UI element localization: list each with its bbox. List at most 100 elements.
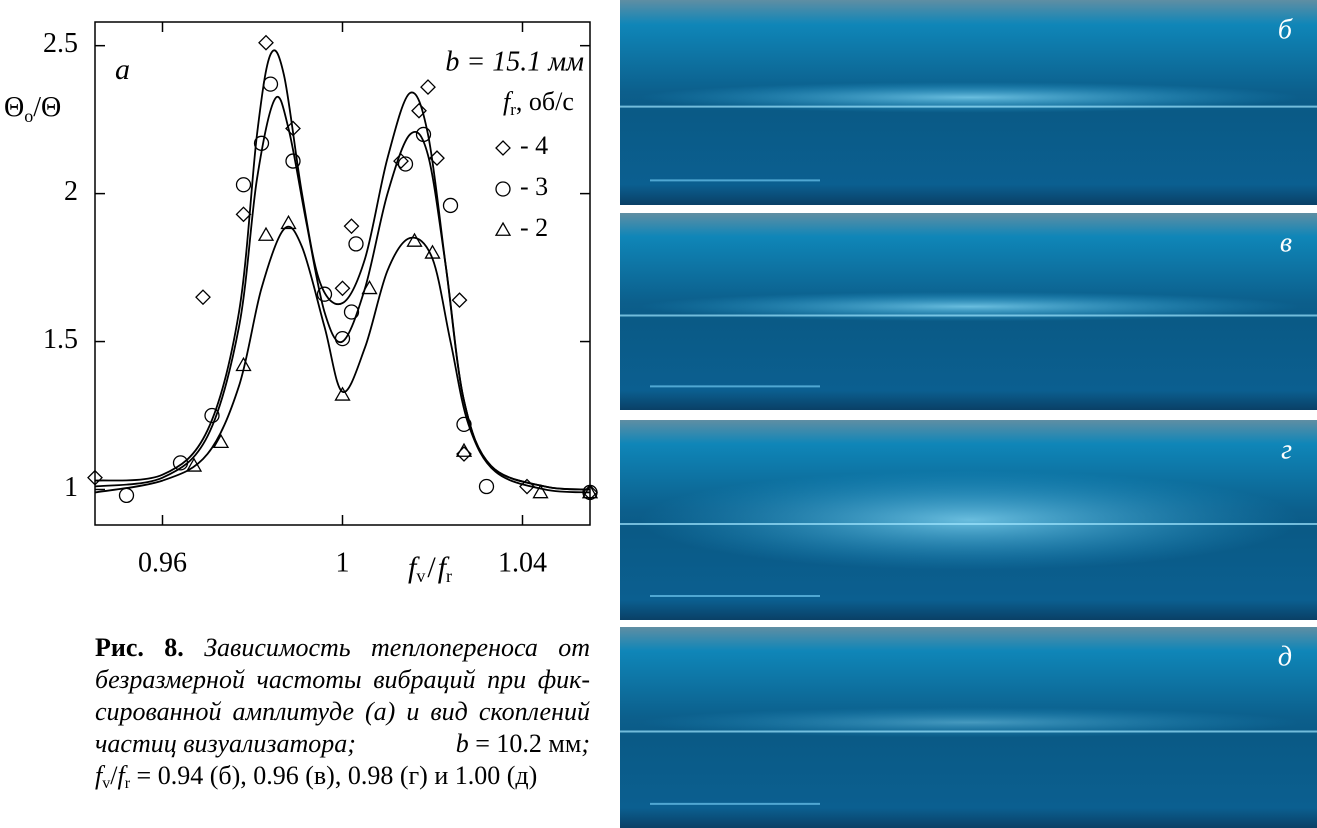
legend-marker	[495, 140, 511, 156]
caption-text: сированной амплитуде (а) и вид скоплений	[95, 697, 590, 726]
data-point	[316, 286, 333, 302]
data-point	[285, 153, 301, 169]
data-point	[424, 244, 441, 259]
fit-curve	[94, 96, 591, 491]
f1: f	[95, 761, 103, 790]
photo-label: б	[1278, 14, 1293, 45]
data-point	[348, 236, 364, 252]
particle-layer	[640, 470, 1300, 570]
y-tick-label: 2.5	[43, 28, 78, 59]
caption-line: безразмерной частоты вибраций при фик-	[95, 664, 590, 696]
data-point	[456, 446, 472, 462]
data-point	[87, 469, 103, 486]
legend-label: - 3	[520, 172, 548, 201]
y-tick-label: 1	[64, 472, 78, 503]
data-point	[393, 153, 409, 169]
data-point	[411, 102, 427, 119]
caption-line: Рис. 8. Зависимость теплопереноса от	[95, 632, 590, 664]
data-point	[334, 330, 351, 347]
data-point	[195, 289, 211, 306]
particle-layer	[640, 291, 1300, 322]
data-point	[185, 457, 203, 472]
y-label-main: Θ	[4, 92, 24, 123]
x-axis-label: fv/fr	[408, 551, 452, 586]
data-point	[253, 135, 270, 151]
y-tick-label: 1.5	[43, 324, 78, 355]
data-point	[172, 455, 189, 471]
annotation: b = 15.1 мм	[445, 46, 584, 77]
panel-label: a	[115, 53, 130, 86]
particle-layer	[640, 82, 1300, 113]
data-point	[235, 356, 252, 372]
caption-b: b = 10.2 мм;	[456, 728, 590, 760]
data-point	[343, 304, 360, 320]
caption: Рис. 8. Зависимость теплопереноса от без…	[95, 632, 590, 800]
data-point	[519, 478, 535, 495]
x-label-sub2: r	[446, 566, 452, 586]
legend-marker	[494, 221, 512, 236]
data-point	[456, 416, 472, 433]
data-point	[118, 487, 135, 504]
y-axis-label: Θo/Θ	[4, 92, 61, 126]
data-point	[397, 156, 414, 172]
caption-line: частиц визуализатора; b = 10.2 мм;	[95, 728, 590, 760]
data-point	[406, 232, 423, 247]
data-point	[280, 214, 297, 230]
caption-values: = 0.94 (б), 0.96 (в), 0.98 (г) и 1.00 (д…	[136, 761, 538, 790]
data-point	[334, 280, 351, 297]
legend-marker	[495, 181, 511, 197]
y-label-sub: o	[24, 106, 33, 126]
y-tick-label: 2	[64, 176, 78, 207]
data-point	[285, 120, 301, 137]
slash: /	[110, 761, 118, 790]
x-tick-label: 0.96	[138, 547, 187, 578]
caption-line: fv/fr = 0.94 (б), 0.96 (в), 0.98 (г) и 1…	[95, 760, 590, 800]
data-point	[420, 79, 436, 96]
data-point	[235, 177, 252, 193]
data-point	[581, 484, 599, 499]
data-point	[258, 34, 274, 51]
b-symbol: b	[455, 729, 469, 758]
data-point	[455, 442, 473, 457]
data-point	[361, 279, 378, 295]
data-point	[429, 150, 445, 167]
photo-label: г	[1281, 434, 1292, 465]
data-point	[235, 206, 252, 223]
photo-label: в	[1280, 227, 1292, 258]
figure-number: Рис. 8.	[95, 633, 184, 662]
caption-line: сированной амплитуде (а) и вид скоплений	[95, 696, 590, 728]
sub1: v	[102, 775, 111, 792]
caption-text: частиц визуализатора;	[95, 729, 356, 758]
legend-title: fr, об/с	[503, 87, 574, 119]
sub2: r	[124, 775, 131, 792]
f2: f	[117, 761, 125, 790]
b-value: = 10.2 мм	[475, 729, 582, 758]
data-point	[532, 484, 549, 499]
data-point	[442, 197, 459, 214]
photo-label: д	[1278, 641, 1292, 672]
data-point	[212, 433, 230, 449]
x-label-sub1: v	[416, 566, 425, 586]
legend-title-sub: r	[510, 100, 516, 119]
particle-layer	[640, 707, 1300, 738]
caption-text: Зависимость теплопереноса от	[204, 633, 590, 662]
x-tick-label: 1.04	[498, 547, 547, 578]
caption-text: безразмерной частоты вибраций при фик-	[95, 665, 590, 694]
data-point	[451, 292, 468, 309]
y-label-rest: /Θ	[33, 92, 61, 123]
data-point	[343, 218, 360, 235]
data-point	[262, 76, 279, 92]
semicolon: ;	[581, 729, 590, 758]
x-label-slash: /	[427, 551, 436, 584]
legend-label: - 2	[520, 213, 548, 242]
legend-title-symbol: f	[503, 87, 514, 116]
data-point	[257, 226, 275, 241]
data-point	[204, 407, 220, 424]
legend-label: - 4	[520, 131, 548, 160]
data-point	[478, 478, 495, 495]
x-tick-label: 1	[336, 547, 350, 578]
chart: a Θo/Θ fv/fr b = 15.1 мм fr, об/с 1 1.5 2 2…	[4, 21, 599, 586]
photo-column: б в г д	[620, 0, 1317, 828]
data-point	[415, 126, 432, 143]
